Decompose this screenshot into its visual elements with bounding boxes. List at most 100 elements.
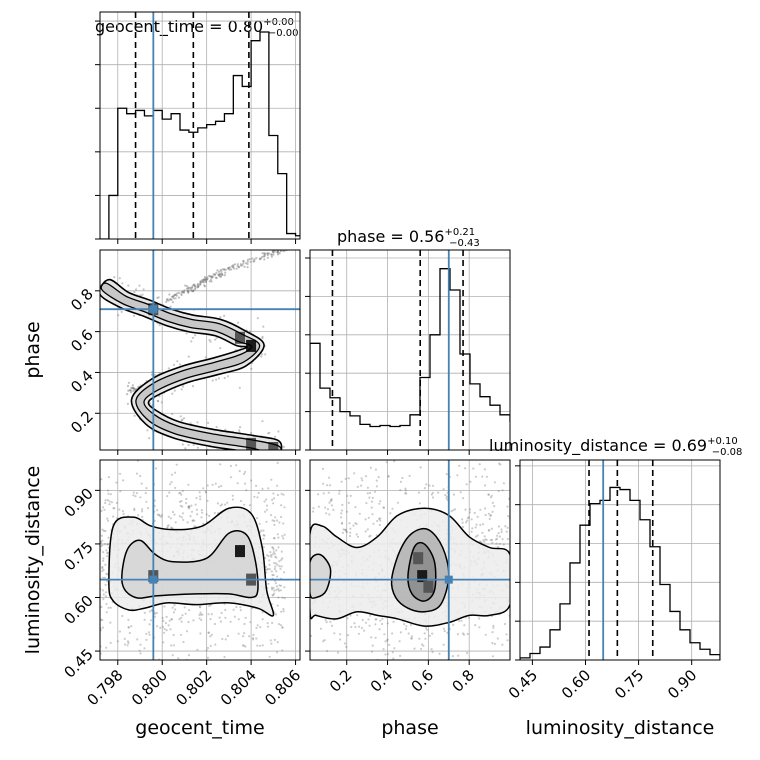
- scatter-point: [126, 393, 129, 396]
- scatter-point: [96, 594, 98, 596]
- scatter-point: [102, 598, 105, 601]
- scatter-point: [204, 277, 207, 280]
- scatter-point: [369, 421, 371, 423]
- scatter-point: [302, 545, 304, 547]
- scatter-point: [208, 604, 211, 608]
- scatter-point: [276, 575, 279, 578]
- scatter-point: [256, 624, 259, 627]
- scatter-point: [102, 593, 105, 596]
- scatter-point: [174, 297, 177, 300]
- scatter-point: [516, 523, 518, 525]
- scatter-point: [513, 521, 515, 523]
- scatter-point: [374, 618, 377, 621]
- scatter-point: [199, 283, 202, 286]
- scatter-point: [157, 296, 160, 299]
- scatter-point: [206, 499, 209, 502]
- density-level-1: [310, 554, 331, 599]
- scatter-point: [409, 623, 412, 627]
- scatter-point: [275, 549, 278, 552]
- scatter-point: [122, 512, 125, 516]
- scatter-point: [208, 280, 211, 283]
- truth-marker: [149, 305, 158, 314]
- scatter-point: [258, 522, 261, 525]
- scatter-point: [353, 472, 356, 475]
- scatter-point: [261, 618, 264, 621]
- scatter-point: [217, 485, 221, 488]
- scatter-point: [272, 253, 275, 256]
- scatter-point: [263, 255, 266, 258]
- scatter-point: [238, 470, 241, 473]
- scatter-point: [270, 642, 273, 645]
- scatter-point: [158, 395, 161, 398]
- y-axis-label-phase: phase: [22, 321, 44, 378]
- scatter-point: [223, 655, 226, 659]
- scatter-point: [347, 501, 350, 504]
- scatter-point: [154, 373, 157, 377]
- scatter-point: [401, 476, 404, 480]
- scatter-point: [142, 288, 145, 291]
- scatter-point: [170, 618, 173, 621]
- scatter-point: [116, 517, 119, 520]
- scatter-point: [364, 475, 368, 478]
- scatter-point: [302, 594, 304, 596]
- scatter-point: [189, 286, 192, 290]
- scatter-point: [145, 487, 148, 490]
- scatter-point: [317, 505, 320, 508]
- scatter-point: [399, 489, 402, 492]
- scatter-point: [391, 507, 394, 510]
- scatter-point: [462, 497, 465, 500]
- scatter-point: [174, 486, 177, 489]
- scatter-point: [452, 623, 455, 627]
- scatter-point: [115, 501, 118, 505]
- scatter-point: [349, 531, 352, 534]
- scatter-point: [126, 640, 130, 643]
- scatter-point: [443, 629, 446, 633]
- y-tick-label-luminosity_distance: 0.60: [60, 592, 96, 628]
- scatter-point: [236, 482, 239, 485]
- scatter-point: [496, 637, 499, 640]
- scatter-point: [279, 244, 281, 246]
- scatter-point: [266, 252, 269, 255]
- scatter-point: [169, 483, 172, 486]
- scatter-point: [241, 644, 244, 647]
- scatter-point: [166, 525, 169, 528]
- scatter-point: [377, 398, 379, 400]
- scatter-point: [245, 455, 247, 457]
- scatter-point: [256, 496, 259, 499]
- scatter-point: [316, 669, 318, 671]
- scatter-point: [491, 642, 494, 645]
- grid: [310, 250, 510, 450]
- scatter-point: [165, 686, 167, 688]
- scatter-point: [126, 644, 129, 647]
- scatter-point: [207, 421, 210, 424]
- scatter-point: [196, 513, 199, 516]
- scatter-point: [190, 510, 194, 513]
- scatter-point: [167, 299, 170, 302]
- scatter-point: [343, 642, 347, 645]
- scatter-point: [272, 548, 275, 551]
- scatter-point: [156, 399, 159, 403]
- scatter-point: [473, 511, 476, 515]
- scatter-point: [368, 535, 371, 538]
- scatter-point: [399, 631, 402, 634]
- scatter-point: [219, 273, 222, 276]
- scatter-point: [249, 260, 252, 263]
- scatter-point: [224, 503, 227, 506]
- scatter-point: [258, 257, 262, 260]
- scatter-point: [187, 287, 190, 290]
- scatter-point: [502, 482, 505, 485]
- scatter-point: [302, 502, 304, 504]
- scatter-point: [374, 468, 377, 471]
- scatter-point: [280, 565, 283, 568]
- panel-hist-luminosity_distance: [515, 459, 721, 665]
- scatter-point: [361, 668, 363, 670]
- scatter-point: [262, 529, 265, 532]
- scatter-point: [179, 491, 182, 494]
- scatter-point: [146, 429, 149, 432]
- scatter-point: [186, 521, 189, 524]
- y-tick-label-phase: 0.6: [67, 326, 97, 356]
- scatter-point: [489, 514, 492, 517]
- y-tick-label-phase: 0.2: [67, 407, 97, 437]
- scatter-point: [511, 505, 513, 507]
- scatter-point: [258, 452, 260, 454]
